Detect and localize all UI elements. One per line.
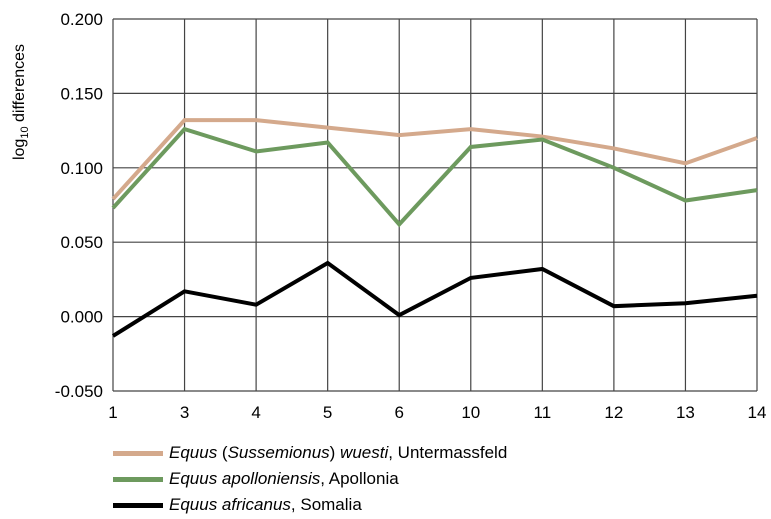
x-tick-label: 6: [394, 403, 403, 422]
x-tick-label: 14: [748, 403, 767, 422]
series-line-2: [111, 126, 758, 228]
y-tick-label: 0.200: [60, 10, 103, 29]
legend-label: Equus (Sussemionus) wuesti, Untermassfel…: [169, 443, 508, 462]
y-tick-labels: 0.200 0.150 0.100 0.050 0.000 -0.050: [55, 10, 103, 401]
legend-swatch: [113, 476, 163, 482]
legend-swatch: [113, 502, 163, 508]
x-tick-label: 12: [604, 403, 623, 422]
series-line-3: [111, 260, 758, 338]
x-tick-label: 5: [323, 403, 332, 422]
legend-item-2: Equus apolloniensis, Apollonia: [113, 466, 507, 492]
legend-item-1: Equus (Sussemionus) wuesti, Untermassfel…: [113, 440, 507, 466]
y-tick-label: 0.100: [60, 159, 103, 178]
series-line-1: [111, 118, 758, 201]
x-tick-label: 3: [180, 403, 189, 422]
series-lines: [111, 118, 758, 338]
legend-label: Equus africanus, Somalia: [169, 495, 362, 514]
x-tick-labels: 1 3 4 5 6 10 11 12 13 14: [108, 403, 766, 422]
legend-item-3: Equus africanus, Somalia: [113, 492, 507, 518]
legend: Equus (Sussemionus) wuesti, Untermassfel…: [113, 440, 507, 518]
y-tick-label: 0.050: [60, 233, 103, 252]
y-tick-label: 0.150: [60, 84, 103, 103]
x-tick-label: 4: [251, 403, 260, 422]
x-tick-label: 11: [534, 403, 552, 422]
legend-label: Equus apolloniensis, Apollonia: [169, 469, 399, 488]
x-tick-label: 13: [676, 403, 695, 422]
y-tick-label: -0.050: [55, 382, 103, 401]
legend-swatch: [113, 450, 163, 456]
y-axis-label: log10 differences: [11, 44, 31, 160]
x-tick-label: 1: [108, 403, 117, 422]
grid-lines: [112, 18, 758, 392]
y-tick-label: 0.000: [60, 308, 103, 327]
x-tick-label: 10: [461, 403, 480, 422]
